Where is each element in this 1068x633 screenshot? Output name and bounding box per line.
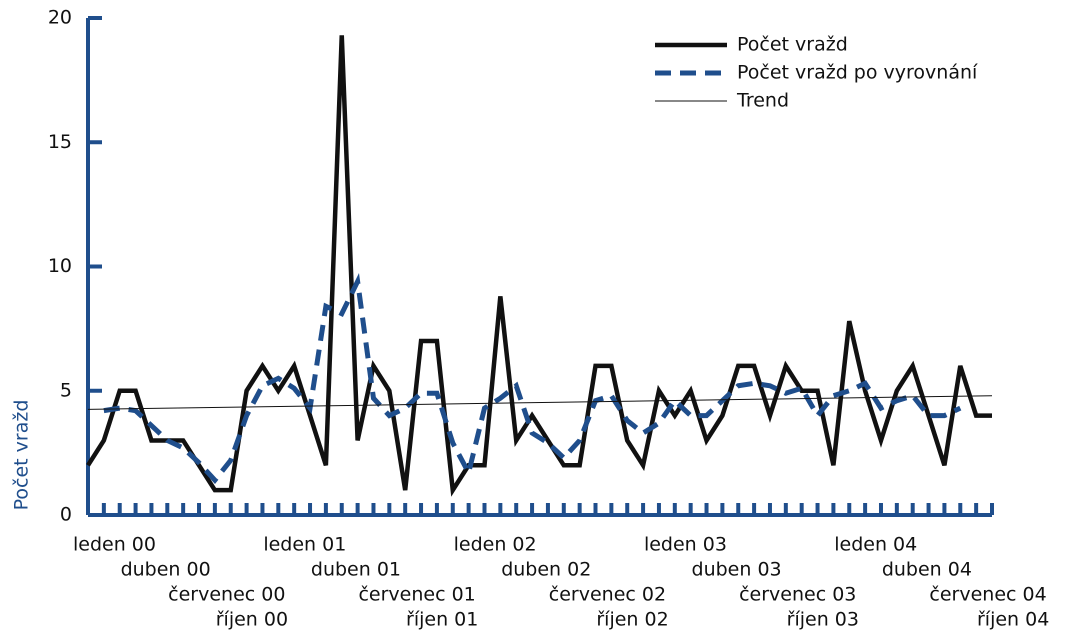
legend-label: Počet vražd po vyrovnání: [737, 62, 978, 84]
trend-line: [87, 395, 993, 410]
x-tick-label: duben 01: [311, 559, 401, 581]
x-tick-label: červenec 00: [168, 584, 285, 606]
legend-label: Trend: [736, 90, 789, 112]
x-tick-label: leden 04: [834, 534, 917, 556]
y-axis-label: Počet vražd: [11, 400, 33, 511]
x-tick-label: duben 04: [882, 559, 972, 581]
x-tick-label: duben 02: [501, 559, 591, 581]
y-tick-label: 10: [48, 255, 72, 277]
x-tick-label: říjen 02: [596, 609, 668, 631]
x-tick-label: leden 00: [73, 534, 156, 556]
legend-label: Počet vražd: [737, 34, 848, 56]
y-tick-label: 20: [48, 7, 72, 29]
x-tick-label: červenec 03: [739, 584, 856, 606]
x-tick-label: duben 00: [121, 559, 211, 581]
y-tick-label: 5: [60, 379, 72, 401]
x-tick-label: červenec 04: [929, 584, 1046, 606]
y-tick-label: 15: [48, 131, 72, 153]
x-tick-label: říjen 01: [406, 609, 478, 631]
data-line: [86, 35, 992, 497]
x-tick-label: leden 03: [644, 534, 727, 556]
x-tick-label: říjen 00: [216, 609, 288, 631]
x-tick-label: leden 01: [263, 534, 346, 556]
x-tick-label: červenec 01: [358, 584, 475, 606]
x-tick-label: říjen 04: [977, 609, 1049, 631]
x-tick-label: duben 03: [692, 559, 782, 581]
x-tick-label: říjen 03: [787, 609, 859, 631]
x-tick-label: červenec 02: [549, 584, 666, 606]
data-line: [103, 272, 962, 485]
x-tick-label: leden 02: [454, 534, 537, 556]
y-tick-label: 0: [60, 504, 72, 526]
